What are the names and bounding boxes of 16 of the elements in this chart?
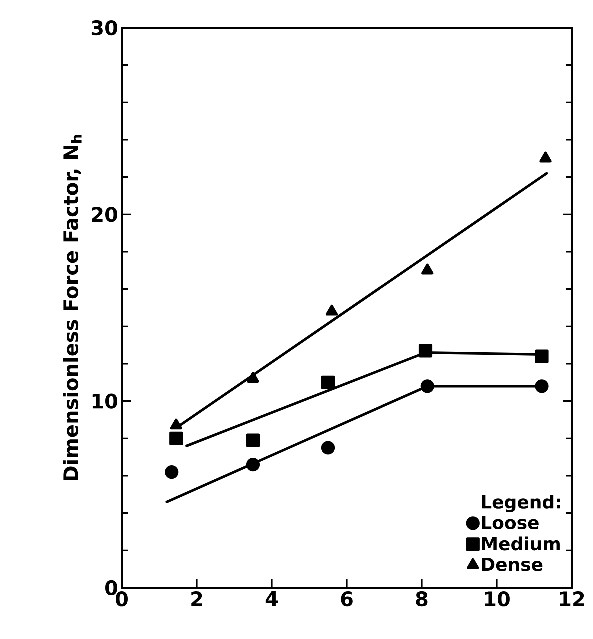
y-tick-label: 0 bbox=[106, 580, 118, 596]
y-tick-label: 20 bbox=[92, 207, 118, 222]
x-tick-label: 12 bbox=[560, 592, 584, 606]
x-tick-label: 4 bbox=[266, 592, 278, 606]
y-tick-label: 10 bbox=[92, 394, 118, 409]
x-tick-label: 2 bbox=[192, 592, 202, 606]
legend-title: Legend: bbox=[482, 494, 560, 513]
x-tick-label: 8 bbox=[416, 592, 428, 607]
x-tick-label: 10 bbox=[485, 592, 510, 607]
legend-label: Dense bbox=[482, 558, 543, 572]
x-tick-label: 6 bbox=[341, 592, 353, 607]
legend-label: Loose bbox=[482, 516, 539, 530]
y-tick-label: 30 bbox=[92, 20, 118, 36]
x-tick-label: 0 bbox=[116, 592, 128, 607]
y-axis-title: Dimensionless Force Factor, N$_{h}$ bbox=[63, 135, 82, 481]
legend-label: Medium bbox=[482, 536, 560, 551]
